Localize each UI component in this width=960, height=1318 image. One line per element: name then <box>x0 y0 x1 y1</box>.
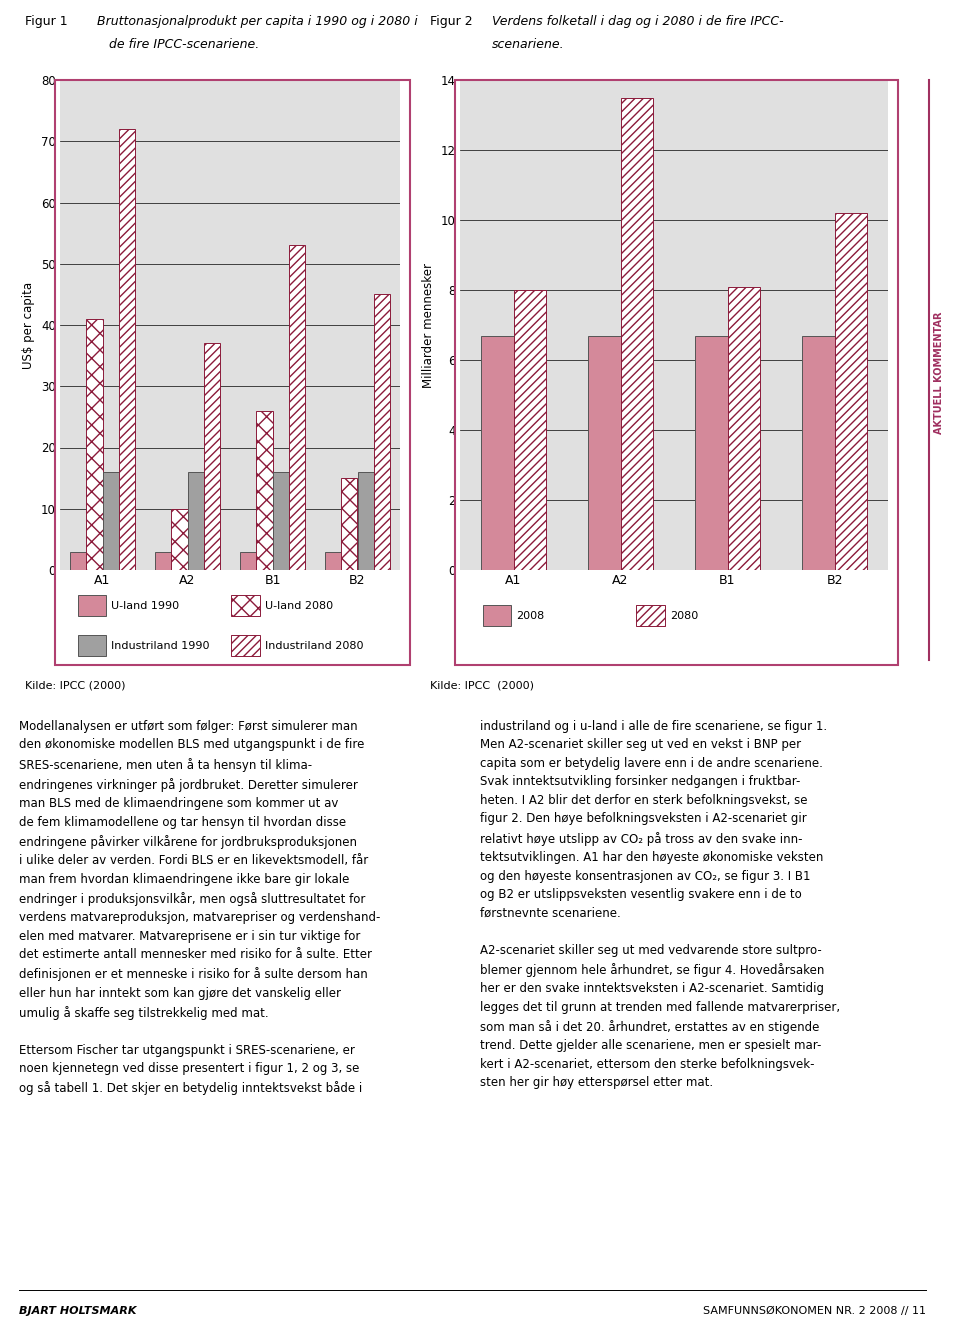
Bar <box>588 336 620 569</box>
Text: Industriland 1990: Industriland 1990 <box>111 641 209 651</box>
Bar <box>357 472 373 569</box>
Bar <box>119 129 134 569</box>
Bar <box>256 411 273 569</box>
Text: Bruttonasjonalprodukt per capita i 1990 og i 2080 i: Bruttonasjonalprodukt per capita i 1990 … <box>97 14 418 28</box>
Text: scenariene.: scenariene. <box>492 38 564 51</box>
Bar <box>171 509 187 569</box>
Bar <box>325 552 342 569</box>
Bar <box>834 214 867 569</box>
Bar <box>187 472 204 569</box>
Text: U-land 2080: U-land 2080 <box>265 601 333 610</box>
Text: Industriland 2080: Industriland 2080 <box>265 641 363 651</box>
Text: Kilde: IPCC  (2000): Kilde: IPCC (2000) <box>430 680 534 691</box>
Text: Verdens folketall i dag og i 2080 i de fire IPCC-: Verdens folketall i dag og i 2080 i de f… <box>492 14 783 28</box>
Y-axis label: US$ per capita: US$ per capita <box>22 282 36 369</box>
Bar <box>342 478 357 569</box>
Bar <box>373 294 390 569</box>
Text: AKTUELL KOMMENTAR: AKTUELL KOMMENTAR <box>934 311 944 434</box>
Text: BJART HOLTSMARK: BJART HOLTSMARK <box>19 1306 136 1315</box>
Text: industriland og i u-land i alle de fire scenariene, se figur 1.
Men A2-scenariet: industriland og i u-land i alle de fire … <box>480 720 840 1089</box>
Bar <box>70 552 86 569</box>
Bar <box>103 472 119 569</box>
Y-axis label: Milliarder mennesker: Milliarder mennesker <box>422 262 435 387</box>
Text: Figur 1: Figur 1 <box>25 14 67 28</box>
Text: 2008: 2008 <box>516 610 544 621</box>
Bar <box>156 552 171 569</box>
Bar <box>695 336 728 569</box>
Bar <box>481 336 514 569</box>
Bar <box>240 552 256 569</box>
Bar <box>514 290 545 569</box>
Text: U-land 1990: U-land 1990 <box>111 601 180 610</box>
Bar <box>803 336 834 569</box>
Bar <box>728 286 759 569</box>
Text: Figur 2: Figur 2 <box>430 14 472 28</box>
Text: 2080: 2080 <box>670 610 698 621</box>
Bar <box>289 245 304 569</box>
Text: Modellanalysen er utført som følger: Først simulerer man
den økonomiske modellen: Modellanalysen er utført som følger: Før… <box>19 720 380 1095</box>
Bar <box>620 98 653 569</box>
Bar <box>273 472 289 569</box>
Text: Kilde: IPCC (2000): Kilde: IPCC (2000) <box>25 680 126 691</box>
Text: de fire IPCC-scenariene.: de fire IPCC-scenariene. <box>97 38 259 51</box>
Bar <box>86 319 103 569</box>
Bar <box>204 344 220 569</box>
Text: SAMFUNNSØKONOMEN NR. 2 2008 // 11: SAMFUNNSØKONOMEN NR. 2 2008 // 11 <box>704 1306 926 1315</box>
